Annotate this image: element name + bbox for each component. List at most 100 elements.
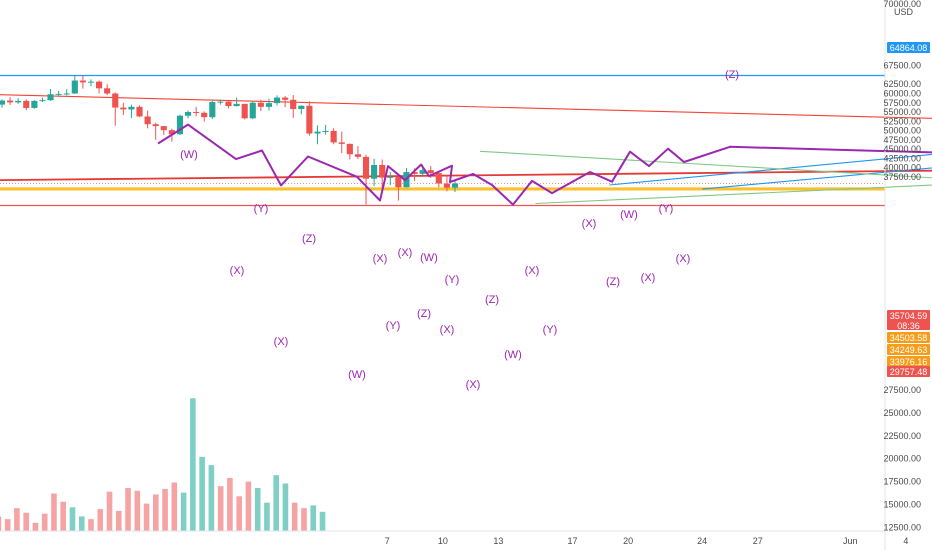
price-tag: [887, 344, 930, 355]
volume-bar: [171, 482, 178, 531]
volume-bar: [227, 477, 233, 531]
candle-body: [427, 170, 434, 174]
candle-body: [338, 142, 345, 144]
candle-body: [233, 103, 240, 107]
axis-separators: [0, 0, 886, 550]
wave-label: (X): [373, 253, 388, 265]
candle-body: [395, 176, 402, 188]
x-tick-label: 24: [697, 536, 707, 546]
volume-bar: [291, 502, 298, 531]
y-tick-label: 67500.00: [883, 61, 921, 71]
price-tag-value: 29757.48: [890, 367, 928, 377]
volume-bar: [4, 519, 11, 531]
price-tag: [887, 332, 930, 343]
y-tick-label: 22500.00: [883, 431, 921, 441]
volume-bar: [273, 475, 279, 531]
volume-bar: [97, 509, 104, 531]
y-tick-label: 45000.00: [883, 144, 921, 154]
candle-body: [346, 143, 353, 155]
wave-label: (Y): [659, 203, 674, 215]
candle-body: [225, 101, 232, 107]
volume-bar: [236, 496, 242, 531]
wave-label: (Y): [445, 274, 460, 286]
candle-body: [419, 170, 426, 174]
price-tag: [887, 310, 930, 330]
volume-bar: [0, 516, 2, 531]
horizontal-levels: [0, 74, 885, 207]
candle-body: [265, 103, 273, 107]
trendline-descending-red: [0, 94, 932, 119]
volume-bar: [208, 465, 215, 531]
y-tick-label: 20000.00: [883, 454, 921, 464]
volume-bar: [301, 508, 307, 531]
y-axis-top-label: 70000.00: [883, 0, 921, 9]
candle-body: [95, 81, 103, 89]
candle-body: [71, 80, 78, 94]
volume-bars: [0, 398, 326, 531]
wave-label: (Y): [254, 203, 269, 215]
y-tick-label: 57500.00: [883, 98, 921, 108]
wave-label: (X): [274, 336, 289, 348]
y-tick-label: 17500.00: [883, 477, 921, 487]
x-tick-label: 4: [903, 536, 908, 546]
wave-label: (X): [440, 324, 455, 336]
y-tick-label: 42500.00: [883, 153, 921, 163]
volume-bar: [51, 493, 57, 531]
volume-bar: [217, 486, 224, 531]
trendline-lower-blue: [702, 167, 932, 190]
wave-label: (Z): [725, 69, 739, 81]
candle-body: [443, 183, 450, 188]
candle-body: [128, 106, 135, 110]
price-tag-value: 34249.63: [890, 345, 928, 355]
candle-body: [257, 102, 264, 107]
volume-bar: [125, 488, 131, 531]
trendline-green-diag-down: [479, 150, 932, 179]
volume-bar: [88, 519, 94, 531]
candle-body: [314, 131, 321, 134]
y-axis: 67500.00 62500.0060000.0057500.0055000.00…: [883, 61, 921, 533]
price-tag: [887, 356, 930, 367]
candle-body: [104, 88, 111, 94]
y-tick-label: 62500.00: [883, 79, 921, 89]
y-tick-label: 40000.00: [883, 163, 921, 173]
volume-bar: [254, 488, 261, 531]
trendline-upper-blue: [609, 153, 932, 186]
candle-body: [282, 97, 289, 100]
candle-body: [322, 130, 329, 132]
candle-body: [7, 100, 14, 103]
wave-label: (W): [420, 252, 438, 264]
wave-projection: [157, 123, 932, 206]
candle-body: [79, 80, 86, 83]
candle-body: [87, 81, 95, 83]
candle-body: [306, 105, 313, 134]
y-tick-label: 25000.00: [883, 408, 921, 418]
candle-body: [273, 97, 281, 104]
y-tick-label: 50000.00: [883, 126, 921, 136]
volume-bar: [162, 488, 168, 531]
wave-label: (Z): [417, 308, 431, 320]
wave-label: (X): [466, 379, 481, 391]
candle-body: [241, 103, 248, 119]
candle-body: [39, 100, 46, 102]
wave-label: (X): [641, 272, 656, 284]
candle-body: [176, 115, 184, 135]
volume-bar: [199, 456, 205, 531]
y-tick-label: 37500.00: [883, 172, 921, 182]
volume-bar: [282, 483, 289, 531]
volume-bar: [319, 511, 326, 531]
x-tick-label: 7: [385, 536, 390, 546]
volume-bar: [264, 502, 270, 531]
volume-bar: [134, 490, 141, 531]
y-tick-label: 27500.00: [883, 385, 921, 395]
candle-body: [63, 93, 70, 95]
volume-bar: [78, 516, 85, 531]
price-tag-value: 33976.16: [890, 357, 928, 367]
candle-body: [47, 94, 54, 101]
x-tick-label: 10: [438, 536, 448, 546]
wave-label: (Z): [606, 276, 620, 288]
wave-labels: (W) (X) (Y) (X) (Z) (W) (X) (Y) (X) (W) (Z) (Y) (X) (…: [180, 69, 739, 391]
candle-body: [411, 172, 418, 174]
candle-body: [451, 183, 459, 188]
